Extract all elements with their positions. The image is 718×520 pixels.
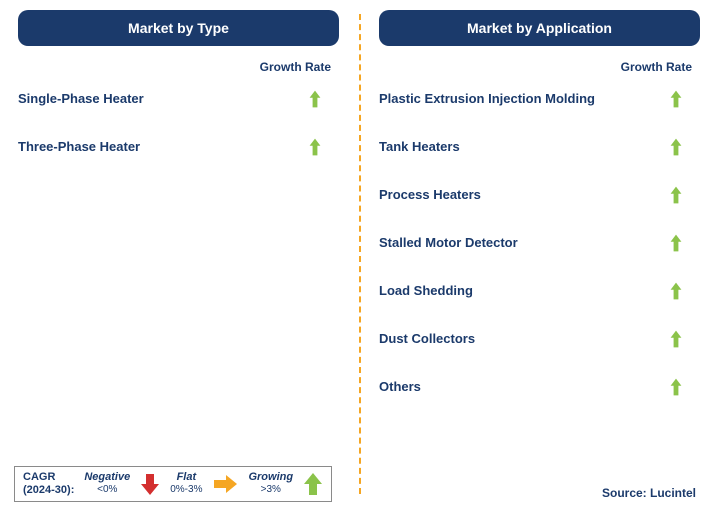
item-label: Tank Heaters [379,139,460,156]
right-growth-label: Growth Rate [379,60,700,74]
item-label: Stalled Motor Detector [379,235,518,252]
growth-indicator [309,84,339,114]
legend-growing-label: Growing [248,471,293,484]
arrow-up-icon [670,372,682,402]
legend-flat-sub: 0%-3% [170,484,202,496]
legend-negative-label: Negative [84,471,130,484]
item-row: Load Shedding [379,276,700,306]
item-row: Others [379,372,700,402]
legend-flat: Flat 0%-3% [170,471,202,496]
item-row: Plastic Extrusion Injection Molding [379,84,700,114]
item-label: Process Heaters [379,187,481,204]
item-row: Dust Collectors [379,324,700,354]
legend-title-line1: CAGR [23,471,55,483]
item-label: Plastic Extrusion Injection Molding [379,91,595,108]
arrow-up-icon [303,472,323,496]
item-label: Load Shedding [379,283,473,300]
legend-title-line2: (2024-30): [23,484,74,496]
growth-indicator [670,276,700,306]
growth-indicator [670,180,700,210]
cagr-legend: CAGR (2024-30): Negative <0% Flat 0%-3% … [14,466,332,502]
legend-flat-label: Flat [177,471,197,484]
growth-indicator [670,324,700,354]
right-items: Plastic Extrusion Injection Molding Tank … [379,84,700,402]
arrow-up-icon [309,132,321,162]
arrow-up-icon [670,84,682,114]
arrow-right-icon [212,474,238,494]
arrow-up-icon [670,180,682,210]
growth-indicator [670,84,700,114]
left-header: Market by Type [18,10,339,46]
growth-indicator [670,372,700,402]
item-row: Single-Phase Heater [18,84,339,114]
item-label: Dust Collectors [379,331,475,348]
growth-indicator [670,228,700,258]
left-items: Single-Phase Heater Three-Phase Heater [18,84,339,162]
legend-growing: Growing >3% [248,471,293,496]
item-label: Three-Phase Heater [18,139,140,156]
item-row: Process Heaters [379,180,700,210]
left-growth-label: Growth Rate [18,60,339,74]
left-column: Market by Type Growth Rate Single-Phase … [18,10,359,450]
legend-negative: Negative <0% [84,471,130,496]
legend-negative-sub: <0% [97,484,117,496]
item-row: Three-Phase Heater [18,132,339,162]
arrow-up-icon [670,324,682,354]
source-label: Source: Lucintel [602,486,696,500]
legend-growing-sub: >3% [261,484,281,496]
columns-container: Market by Type Growth Rate Single-Phase … [18,10,700,450]
item-label: Others [379,379,421,396]
item-label: Single-Phase Heater [18,91,144,108]
arrow-up-icon [309,84,321,114]
item-row: Stalled Motor Detector [379,228,700,258]
arrow-up-icon [670,276,682,306]
growth-indicator [309,132,339,162]
right-column: Market by Application Growth Rate Plasti… [359,10,700,450]
arrow-up-icon [670,132,682,162]
item-row: Tank Heaters [379,132,700,162]
arrow-down-icon [140,472,160,496]
arrow-up-icon [670,228,682,258]
growth-indicator [670,132,700,162]
legend-title: CAGR (2024-30): [23,471,74,497]
right-header: Market by Application [379,10,700,46]
